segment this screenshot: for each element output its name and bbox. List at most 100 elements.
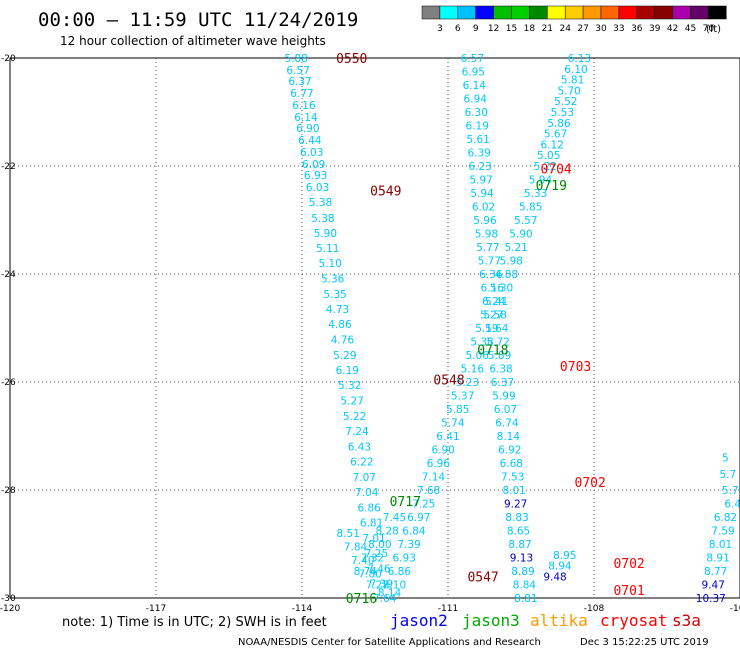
wave-height-value: 5.19 (475, 323, 498, 335)
wave-height-value: 6.82 (714, 512, 737, 524)
legend-entry: cryosat (600, 611, 667, 630)
wave-height-value: 5.06 (466, 350, 490, 362)
wave-height-value: 7.39 (370, 578, 393, 590)
colorbar-swatch (421, 5, 441, 20)
pass-labels: 0550 0549 0548 0547 0704 0703 0702 0702 0701 0719… (336, 52, 645, 607)
x-tick-label: -114 (292, 604, 313, 614)
wave-height-value: 6.39 (467, 148, 490, 160)
y-tick-label: -22 (1, 162, 16, 172)
wave-height-value: 6.41 (436, 431, 459, 443)
wave-height-value: 5.90 (509, 229, 532, 241)
wave-height-value: 5.7 (719, 469, 736, 481)
y-tick-label: -24 (1, 270, 16, 280)
wave-height-value: 6.16 (481, 283, 505, 295)
colorbar-label: 30 (595, 24, 607, 34)
wave-height-value: 6.97 (407, 512, 430, 524)
wave-height-value: 6.14 (463, 80, 487, 92)
colorbar-swatch (600, 5, 620, 20)
satellite-legend: jason2 jason3 altika cryosat s3a (390, 611, 701, 630)
wave-height-value: 5.7 (722, 485, 739, 497)
wave-height-value: 6.57 (286, 65, 309, 77)
colorbar-swatch (582, 5, 602, 20)
wave-height-value: 7.04 (355, 487, 379, 499)
wave-height-value: 6.13 (568, 53, 591, 65)
wave-height-value: 5.37 (451, 391, 474, 403)
legend-entry: jason3 (462, 611, 520, 630)
chart-title: 00:00 – 11:59 UTC 11/24/2019 (38, 9, 358, 31)
pass-time-label: 0549 (370, 184, 401, 199)
x-axis-ticks: -120 -117 -114 -111 -108 -105 (0, 604, 740, 614)
wave-height-value: 5.86 (547, 118, 571, 130)
wave-height-value: 6.90 (431, 445, 454, 457)
wave-height-value: 5.98 (475, 229, 498, 241)
wave-height-value: 5.21 (504, 242, 527, 254)
pass-time-label: 0548 (433, 373, 464, 388)
colorbar-label: 39 (649, 24, 661, 34)
pass-time-label: 0718 (477, 344, 508, 359)
wave-height-value: 7.45 (383, 512, 406, 524)
footer-note: note: 1) Time is in UTC; 2) SWH is in fe… (62, 615, 327, 630)
legend-entry: jason2 (390, 611, 448, 630)
wave-height-value: 6.14 (294, 112, 318, 124)
wave-height-value: 8.95 (553, 550, 576, 562)
wave-height-value: 9.47 (702, 580, 725, 592)
wave-height-value: 8.94 (548, 561, 572, 573)
pass-time-label: 0717 (390, 495, 421, 510)
chart-subtitle: 12 hour collection of altimeter wave hei… (60, 34, 326, 48)
wave-height-value: 6.43 (348, 441, 371, 453)
wave-height-value: 8.14 (378, 588, 402, 600)
wave-height-value: 5.11 (316, 243, 339, 255)
colorbar-label: 3 (437, 24, 443, 34)
wave-height-value: 6.74 (495, 418, 519, 430)
footer-timestamp: Dec 3 15:22:25 UTC 2019 (580, 637, 709, 648)
wave-height-value: 6.94 (464, 94, 488, 106)
wave-height-value: 6.86 (388, 566, 412, 578)
wave-height-value: 5.94 (470, 188, 494, 200)
wave-height-value: 7.24 (345, 426, 369, 438)
colorbar-label: 70 (703, 24, 715, 34)
colorbar-swatch (708, 5, 727, 20)
colorbar-label: 18 (524, 24, 536, 34)
wave-height-value: 5.58 (484, 310, 507, 322)
colorbar-swatch (529, 5, 548, 20)
wave-height-value: 6.19 (336, 365, 359, 377)
wave-height-value: 8.77 (704, 566, 727, 578)
wave-height-value: 6.22 (350, 456, 373, 468)
wave-height-value: 5.10 (319, 258, 342, 270)
plot-grid (10, 58, 740, 598)
colorbar-label: 24 (559, 24, 571, 34)
colorbar-swatch (475, 5, 494, 20)
wave-height-value: 6.57 (461, 53, 484, 65)
x-tick-label: -120 (0, 604, 20, 614)
wave-height-value: 8.00 (368, 539, 391, 551)
wave-height-value: 5.52 (554, 96, 577, 108)
wave-height-value: 5.98 (500, 256, 523, 268)
wave-height-value: 6.81 (360, 517, 383, 529)
wave-height-value: 5.85 (519, 202, 542, 214)
wave-height-value: 5.41 (485, 296, 508, 308)
wave-height-value: 6.84 (402, 526, 426, 538)
wave-height-value: 5.77 (478, 256, 501, 268)
wave-height-value: 8.84 (513, 580, 537, 592)
colorbar-label: 42 (667, 24, 678, 34)
pass-time-label: 0703 (560, 360, 591, 375)
wave-height-value: 7.84 (344, 542, 368, 554)
wave-height-value: 5.27 (340, 395, 363, 407)
wave-height-value: 5.72 (486, 337, 509, 349)
pass-time-label: 0550 (336, 52, 367, 67)
wave-height-value: 6.09 (302, 159, 325, 171)
wave-height-value: 6.12 (540, 139, 563, 151)
wave-height-value: 6.24 (482, 296, 506, 308)
colorbar-swatch (564, 5, 584, 20)
wave-height-value: 4.73 (326, 304, 349, 316)
colorbar-swatch (511, 5, 530, 20)
x-tick-label: -111 (438, 604, 458, 614)
wave-height-value: 5.38 (309, 197, 332, 209)
x-tick-label: -105 (730, 604, 740, 614)
colorbar-label: 12 (488, 24, 499, 34)
wave-height-value: 8.01 (502, 485, 525, 497)
wave-height-value: 5.36 (321, 273, 345, 285)
wave-height-value: 8.28 (375, 526, 398, 538)
wave-height-value: 6.96 (427, 458, 451, 470)
